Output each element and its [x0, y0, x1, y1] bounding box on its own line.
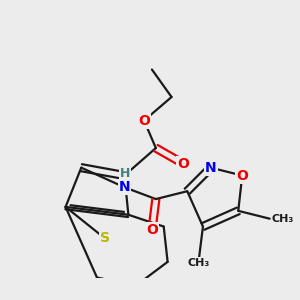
Text: N: N [118, 180, 130, 194]
Text: O: O [146, 224, 158, 238]
Text: O: O [138, 114, 150, 128]
Text: O: O [177, 157, 189, 171]
Text: S: S [100, 231, 110, 245]
Text: CH₃: CH₃ [272, 214, 294, 224]
Text: CH₃: CH₃ [188, 258, 210, 268]
Text: O: O [236, 169, 248, 182]
Text: N: N [205, 161, 217, 175]
Text: H: H [120, 167, 130, 180]
